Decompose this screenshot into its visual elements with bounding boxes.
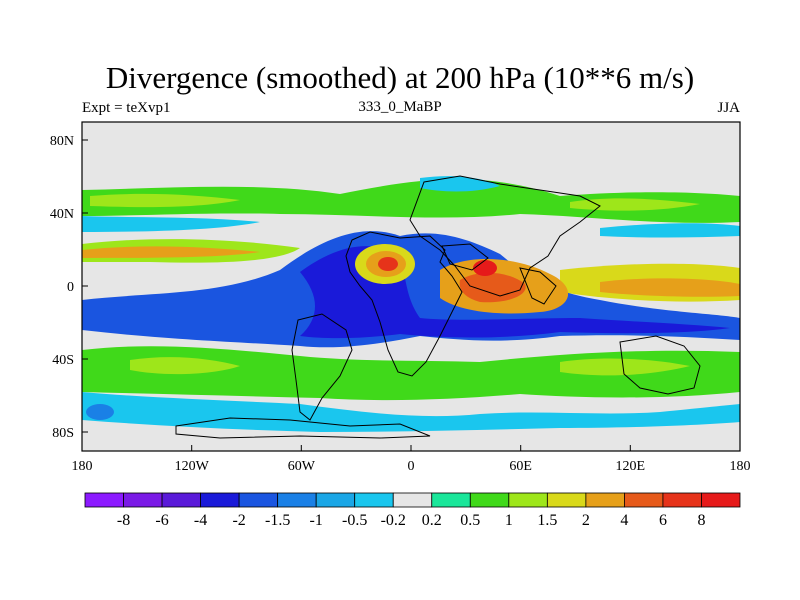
asia-max-mid	[459, 272, 526, 303]
subtropical-orange-band	[82, 246, 260, 258]
mideast-coastline	[441, 243, 489, 271]
colorbar-box	[662, 492, 702, 508]
y-tick-label: 80S	[52, 426, 74, 441]
colorbar-label: 1	[505, 512, 513, 529]
colorbar-box	[508, 492, 548, 508]
colorbar-box	[585, 492, 625, 508]
x-tick-label: 0	[408, 459, 415, 474]
x-tick-label: 120W	[175, 459, 210, 474]
africa-coastline	[345, 231, 463, 377]
contour-field	[82, 122, 740, 451]
colorbar-box	[392, 492, 433, 508]
colorbar-label: -8	[117, 512, 130, 529]
south-america-coastline	[291, 313, 353, 421]
colorbar-box	[238, 492, 279, 508]
colorbar-label: 6	[659, 512, 667, 529]
colorbar-box	[161, 492, 201, 508]
run-id-label: 333_0_MaBP	[358, 99, 442, 115]
north-green-band	[82, 179, 740, 223]
colorbar-label: -2	[232, 512, 245, 529]
x-tick-label: 60E	[509, 459, 532, 474]
x-tick-label: 120E	[616, 459, 646, 474]
south-yellow-blobs	[130, 357, 690, 376]
x-tick-label: 180	[730, 459, 751, 474]
colorbar-box	[546, 492, 587, 508]
colorbar-box	[624, 492, 664, 508]
colorbar-box	[469, 492, 510, 508]
north-cyan-band	[82, 176, 740, 238]
india-coastline	[519, 267, 557, 305]
antarctica-coastline	[175, 417, 431, 439]
colorbar-box	[701, 492, 741, 508]
colorbar-label: 4	[620, 512, 628, 529]
colorbar-box	[431, 492, 471, 508]
season-label: JJA	[717, 100, 740, 116]
pacific-orange-blob	[600, 278, 740, 297]
y-tick-label: 0	[67, 280, 74, 295]
colorbar-label: 0.2	[422, 512, 442, 529]
coastlines	[175, 175, 701, 439]
colorbar-box	[200, 492, 240, 508]
colorbar-label: -6	[155, 512, 168, 529]
colorbar	[84, 492, 741, 508]
colorbar-box	[354, 492, 394, 508]
chart-title: Divergence (smoothed) at 200 hPa (10**6 …	[105, 60, 695, 95]
experiment-label: Expt = teXvp1	[82, 100, 171, 116]
tropical-deep-blue	[300, 246, 730, 339]
australia-coastline	[619, 335, 701, 395]
colorbar-label: -4	[194, 512, 207, 529]
colorbar-label: -1	[310, 512, 323, 529]
colorbar-label: 8	[697, 512, 705, 529]
y-tick-label: 40N	[50, 207, 74, 222]
y-tick-label: 80N	[50, 134, 74, 149]
colorbar-label: 2	[582, 512, 590, 529]
south-blue-spot	[86, 404, 114, 420]
y-axis-labels: 80N 40N 0 40S 80S	[50, 134, 74, 441]
colorbar-box	[315, 492, 356, 508]
colorbar-label: -0.5	[342, 512, 367, 529]
y-tick-label: 40S	[52, 353, 74, 368]
south-green-band	[82, 346, 740, 401]
colorbar-labels: -8 -6 -4 -2 -1.5 -1 -0.5 -0.2 0.2 0.5 1 1.5 2 4 6 8	[117, 512, 706, 529]
asia-max-inner	[473, 260, 497, 276]
axis-ticks	[81, 139, 741, 451]
x-axis-labels: 180 120W 60W 0 60E 120E 180	[72, 459, 751, 474]
x-tick-label: 60W	[288, 459, 316, 474]
x-tick-label: 180	[72, 459, 93, 474]
colorbar-label: -1.5	[265, 512, 290, 529]
africa-max-inner	[378, 257, 398, 271]
colorbar-label: 0.5	[460, 512, 480, 529]
colorbar-box	[84, 492, 124, 508]
colorbar-label: 1.5	[537, 512, 557, 529]
south-cyan-band	[82, 392, 740, 432]
colorbar-box	[123, 492, 163, 508]
eurasia-coastline	[409, 175, 601, 297]
colorbar-box	[277, 492, 317, 508]
north-yellow-blobs	[90, 193, 700, 211]
colorbar-label: -0.2	[381, 512, 406, 529]
